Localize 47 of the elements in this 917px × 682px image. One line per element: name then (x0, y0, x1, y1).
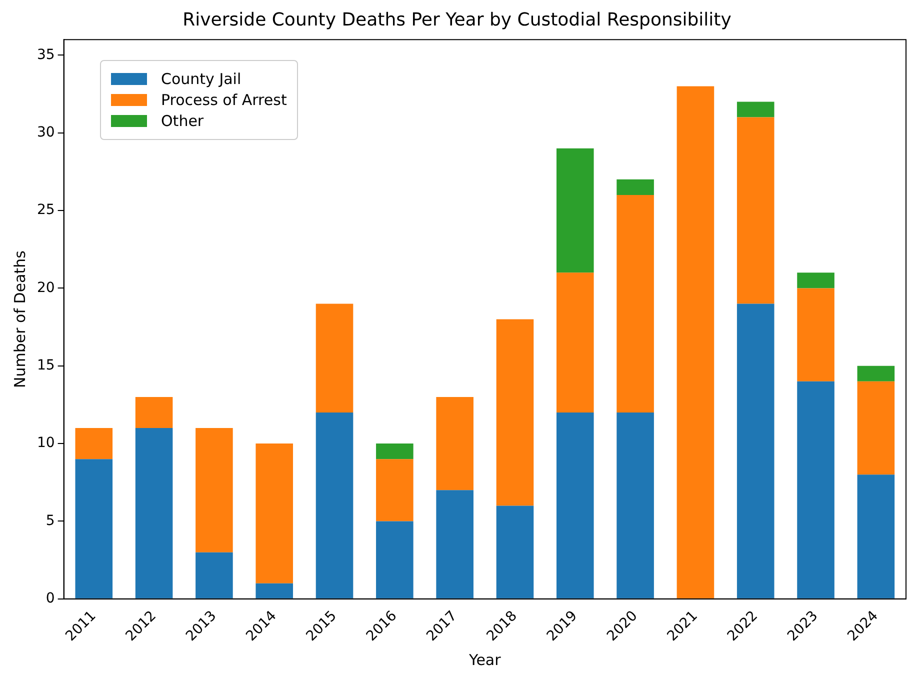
x-axis-title: Year (468, 650, 502, 669)
bar (616, 179, 654, 195)
bar (436, 396, 474, 490)
bar (736, 102, 774, 118)
bar (556, 148, 594, 273)
y-tick-label: 20 (36, 280, 55, 296)
bar (376, 521, 414, 598)
bar (857, 474, 895, 598)
bar (736, 304, 774, 598)
bar (376, 459, 414, 522)
bar (496, 506, 534, 598)
bar (256, 444, 294, 584)
bar (857, 381, 895, 475)
chart-title: Riverside County Deaths Per Year by Custodial Responsibility (182, 9, 732, 30)
bar (75, 428, 113, 460)
bar (857, 366, 895, 382)
bar (616, 194, 654, 412)
y-tick-label: 25 (36, 202, 55, 218)
bar (196, 428, 233, 552)
bar (556, 412, 594, 598)
y-tick-label: 0 (46, 590, 55, 607)
bar (556, 272, 594, 412)
bar (797, 288, 834, 382)
bar (196, 552, 233, 598)
bar (135, 428, 173, 598)
legend-label: County Jail (161, 70, 242, 88)
bar (496, 319, 534, 506)
y-axis-title: Number of Deaths (10, 250, 29, 388)
bar (797, 272, 834, 288)
bar (316, 412, 354, 598)
bar (676, 86, 714, 598)
bar (736, 117, 774, 304)
bar (256, 583, 294, 598)
bar (316, 304, 354, 412)
y-tick-label: 5 (46, 512, 55, 529)
legend-label: Process of Arrest (161, 91, 287, 109)
bar (797, 381, 834, 598)
y-tick-label: 30 (36, 124, 55, 140)
y-tick-label: 10 (36, 435, 55, 452)
bar (436, 490, 474, 598)
bar (616, 412, 654, 598)
y-tick-label: 15 (36, 358, 55, 374)
legend-label: Other (161, 112, 204, 130)
y-tick-label: 35 (36, 46, 55, 63)
bar (376, 444, 414, 460)
bar (135, 396, 173, 428)
bar (75, 459, 113, 598)
